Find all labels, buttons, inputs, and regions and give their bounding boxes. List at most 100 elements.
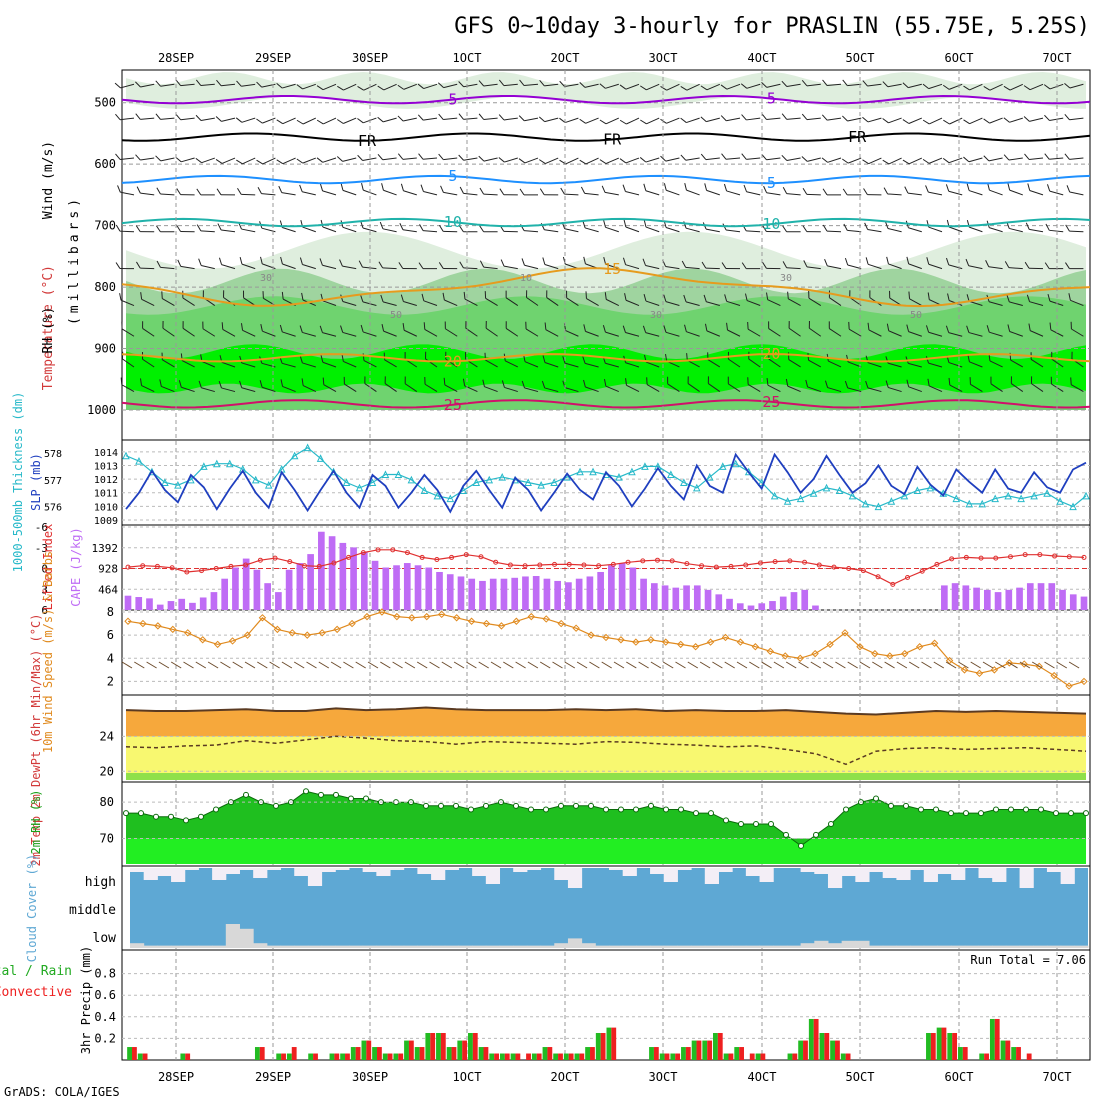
wind-barb bbox=[316, 157, 337, 163]
wind-barb bbox=[424, 377, 438, 392]
temperature-axis-label: Temperature (°C) bbox=[41, 265, 56, 390]
precip-total-bar bbox=[755, 1053, 761, 1060]
wind-barb-flag bbox=[161, 291, 163, 299]
wind-barb-flag bbox=[339, 259, 343, 267]
wind-barb-flag bbox=[239, 256, 243, 265]
wind-barb bbox=[114, 82, 135, 89]
wind-barb-staff bbox=[524, 387, 539, 393]
wind-barb bbox=[280, 379, 296, 393]
wind-barb-flag bbox=[727, 351, 729, 360]
pressure-axis-label: (millibars) bbox=[67, 195, 82, 325]
isotherm-label: FR bbox=[848, 128, 867, 146]
wind-barb-flag bbox=[723, 183, 728, 192]
li-point bbox=[743, 562, 749, 568]
wind-barb-flag bbox=[1024, 153, 1030, 160]
precip-conv-bar bbox=[845, 1053, 851, 1060]
thickness-point bbox=[991, 494, 999, 503]
wind-barb-flag bbox=[801, 80, 808, 87]
wind-barb-staff bbox=[302, 226, 316, 233]
cape-bar bbox=[457, 576, 465, 610]
wind-barb-staff bbox=[686, 83, 700, 91]
surface-wind-barb bbox=[232, 661, 243, 669]
wind-barb bbox=[619, 117, 640, 125]
wind-barb-flag bbox=[236, 80, 242, 87]
wind-barb-flag bbox=[599, 159, 607, 164]
wind-barb-staff bbox=[806, 83, 821, 87]
wind-barb-staff bbox=[322, 361, 337, 368]
wind-barb-staff bbox=[1051, 358, 1064, 368]
wind-barb bbox=[417, 83, 438, 90]
wind-barb-flag bbox=[420, 184, 424, 192]
wind-barb-staff bbox=[1069, 230, 1084, 233]
wind-barb bbox=[700, 116, 720, 123]
wind-barb-staff bbox=[261, 386, 276, 393]
wind-barb-staff bbox=[241, 117, 256, 123]
wind-barb-flag bbox=[985, 260, 990, 267]
cloud-high-gap bbox=[978, 868, 993, 878]
wind-barb-staff bbox=[928, 362, 943, 368]
rh2m-point bbox=[678, 806, 684, 813]
wind-barb-flag bbox=[908, 291, 911, 299]
wind-barb bbox=[438, 262, 458, 270]
wind-barb-flag bbox=[478, 113, 485, 120]
wind-barb-flag bbox=[726, 322, 728, 331]
wind-barb-flag bbox=[663, 325, 667, 333]
cloud-high-gap bbox=[485, 868, 501, 884]
precip-conv-bar bbox=[728, 1053, 734, 1060]
precip-conv-bar bbox=[132, 1047, 137, 1060]
rh2m-point bbox=[303, 788, 309, 795]
wind-barb bbox=[579, 157, 599, 165]
wind-barb-staff bbox=[908, 117, 922, 124]
cape-bar bbox=[328, 536, 336, 610]
precip-conv-bar bbox=[558, 1053, 563, 1060]
wind-barb-flag bbox=[1071, 351, 1073, 359]
precip-total-bar bbox=[563, 1053, 569, 1060]
wind-speed-point bbox=[288, 629, 297, 637]
slp-tick-label: 1014 bbox=[94, 448, 118, 459]
wind-barb-staff bbox=[564, 228, 579, 233]
wind-barb-flag bbox=[1003, 154, 1010, 161]
wind-barb-flag bbox=[202, 290, 204, 298]
cape-bar bbox=[640, 578, 647, 610]
wind-barb-staff bbox=[343, 83, 357, 91]
surface-wind-barb bbox=[736, 661, 748, 669]
wind-barb-flag bbox=[1064, 153, 1070, 160]
wind-barb bbox=[458, 113, 478, 120]
wind-barb-staff bbox=[505, 328, 519, 337]
li-point bbox=[963, 554, 969, 560]
wind-speed-point bbox=[124, 617, 132, 625]
wind-speed-point bbox=[826, 640, 834, 649]
wind-barb bbox=[195, 157, 215, 164]
wind-barb-flag bbox=[155, 155, 162, 162]
wind-barb-flag bbox=[399, 223, 404, 230]
precip-total-bar bbox=[723, 1053, 729, 1060]
wind-barb-staff bbox=[625, 299, 640, 306]
cloud-level-high: high bbox=[85, 875, 116, 890]
wind-barb bbox=[463, 291, 478, 306]
wind-barb-staff bbox=[322, 300, 337, 306]
wind-barb bbox=[402, 323, 418, 337]
wind-barb bbox=[761, 113, 781, 120]
wind-barb-flag bbox=[585, 291, 587, 299]
wind-barb-staff bbox=[989, 331, 1003, 337]
wind-barb-flag bbox=[604, 292, 607, 300]
cloud-high-gap bbox=[157, 868, 172, 876]
wind-barb bbox=[723, 183, 741, 196]
wind-barb bbox=[539, 188, 559, 196]
thickness-point bbox=[615, 473, 623, 481]
wind-barb-staff bbox=[544, 117, 559, 123]
wind-barb bbox=[256, 117, 276, 124]
wind-barb-flag bbox=[155, 113, 161, 120]
wind-barb-staff bbox=[586, 298, 599, 306]
cloud-low-bar bbox=[964, 945, 980, 948]
wind-barb-flag bbox=[260, 256, 263, 264]
wind-barb bbox=[747, 377, 761, 392]
thickness-point bbox=[420, 486, 429, 495]
wind-barb-flag bbox=[1049, 322, 1052, 330]
wind-barb-staff bbox=[867, 228, 882, 233]
wind-barb-staff bbox=[605, 385, 619, 393]
wind-barb bbox=[1045, 223, 1064, 233]
wind-barb-staff bbox=[968, 332, 983, 337]
wind-barb-flag bbox=[990, 376, 992, 384]
rh-contour-label: 50 bbox=[390, 310, 402, 321]
